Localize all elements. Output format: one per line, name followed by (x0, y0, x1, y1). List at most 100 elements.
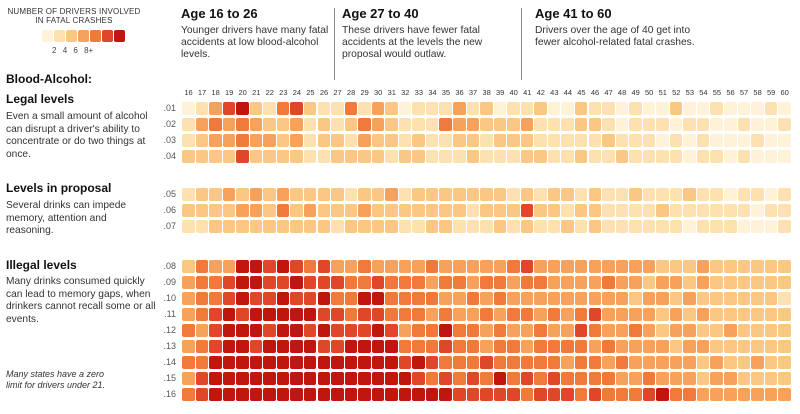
heatmap-cell (222, 150, 236, 163)
heatmap-cell (534, 388, 547, 401)
heatmap-cell (602, 308, 615, 321)
heatmap-cell (182, 324, 195, 337)
heatmap-cell (669, 102, 683, 115)
heatmap-cell (466, 308, 480, 321)
bac-row-label: .02 (163, 119, 176, 129)
heatmap-cell (276, 150, 290, 163)
bac-row-label: .03 (163, 135, 176, 145)
heatmap-cell (344, 188, 358, 201)
heatmap-cell (371, 308, 385, 321)
heatmap-cell (724, 308, 737, 321)
heatmap-cell (453, 324, 466, 337)
heatmap-cell (547, 188, 561, 201)
heatmap-cell (724, 150, 737, 163)
heatmap-cell (480, 308, 493, 321)
heatmap-cell (453, 102, 466, 115)
heatmap-cell (425, 340, 439, 353)
heatmap-cell (534, 276, 547, 289)
heatmap-cell (656, 204, 669, 217)
heatmap-cell (574, 188, 588, 201)
age-column-label: 23 (279, 88, 288, 97)
heatmap-cell (751, 260, 764, 273)
heatmap-cell (209, 356, 222, 369)
heatmap-cell (371, 134, 385, 147)
heatmap-cell (764, 292, 778, 305)
heatmap-cell (683, 276, 696, 289)
heatmap-cell (574, 220, 588, 233)
heatmap-cell (602, 220, 615, 233)
heatmap-cell (331, 356, 344, 369)
heatmap-cell (751, 340, 764, 353)
heatmap-cell (371, 204, 385, 217)
heatmap-cell (642, 118, 656, 131)
heatmap-cell (588, 388, 601, 401)
heatmap-cell (534, 118, 547, 131)
heatmap-cell (195, 220, 209, 233)
heatmap-cell (249, 260, 263, 273)
heatmap-cell (385, 102, 398, 115)
heatmap-cell (737, 356, 751, 369)
heatmap-cell (303, 324, 317, 337)
heatmap-cell (683, 220, 696, 233)
age-column-label: 37 (468, 88, 478, 97)
heatmap-cell (453, 220, 466, 233)
heatmap-cell (466, 292, 480, 305)
heatmap-cell (724, 220, 737, 233)
heatmap-cell (588, 134, 601, 147)
heatmap-cell (236, 340, 249, 353)
heatmap-cell (453, 260, 466, 273)
age-column-label: 59 (766, 88, 776, 97)
heatmap-cell (642, 260, 656, 273)
heatmap-cell (263, 372, 276, 385)
heatmap-cell (480, 220, 493, 233)
heatmap-cell (290, 204, 303, 217)
heatmap-cell (439, 340, 452, 353)
heatmap-cell (696, 308, 710, 321)
heatmap-cell (547, 308, 561, 321)
heatmap-cell (182, 220, 195, 233)
heatmap-cell (547, 276, 561, 289)
heatmap-cell (358, 388, 371, 401)
heatmap-cell (439, 102, 452, 115)
heatmap-cell (561, 150, 574, 163)
heatmap-cell (236, 356, 249, 369)
heatmap-cell (453, 276, 466, 289)
heatmap-cell (439, 276, 452, 289)
heatmap-cell (209, 292, 222, 305)
age-group-27-40: Age 27 to 40 These drivers have fewer fa… (342, 6, 507, 61)
heatmap-cell (398, 204, 412, 217)
legal-levels-title: Legal levels (6, 92, 75, 106)
heatmap-cell (344, 220, 358, 233)
age-column-label: 42 (536, 88, 545, 97)
heatmap-cell (669, 324, 683, 337)
bac-row-label: .09 (163, 277, 176, 287)
heatmap-cell (520, 308, 534, 321)
heatmap-cell (425, 276, 439, 289)
heatmap-cell (236, 308, 249, 321)
heatmap-cell (683, 308, 696, 321)
heatmap-cell (358, 134, 371, 147)
heatmap-cell (195, 150, 209, 163)
heatmap-cell (520, 150, 534, 163)
heatmap-cell (588, 220, 601, 233)
heatmap-cell (696, 292, 710, 305)
heatmap-cell (764, 102, 778, 115)
heatmap-cell (574, 204, 588, 217)
heatmap-cell (344, 204, 358, 217)
age-column-label: 51 (658, 88, 667, 97)
heatmap-cell (683, 356, 696, 369)
heatmap-cell (534, 372, 547, 385)
heatmap-cell (358, 260, 371, 273)
age-column-label: 43 (550, 88, 559, 97)
heatmap-cell (764, 372, 778, 385)
bac-row-label: .12 (163, 325, 176, 335)
heatmap-cell (629, 204, 642, 217)
age-group-description: Younger drivers have many fatal accident… (181, 25, 329, 60)
heatmap-cell (331, 204, 344, 217)
heatmap-cell (412, 118, 425, 131)
heatmap-cell (615, 308, 629, 321)
heatmap-cell (195, 308, 209, 321)
heatmap-cell (696, 102, 710, 115)
heatmap-cell (561, 372, 574, 385)
heatmap-cell (412, 292, 425, 305)
